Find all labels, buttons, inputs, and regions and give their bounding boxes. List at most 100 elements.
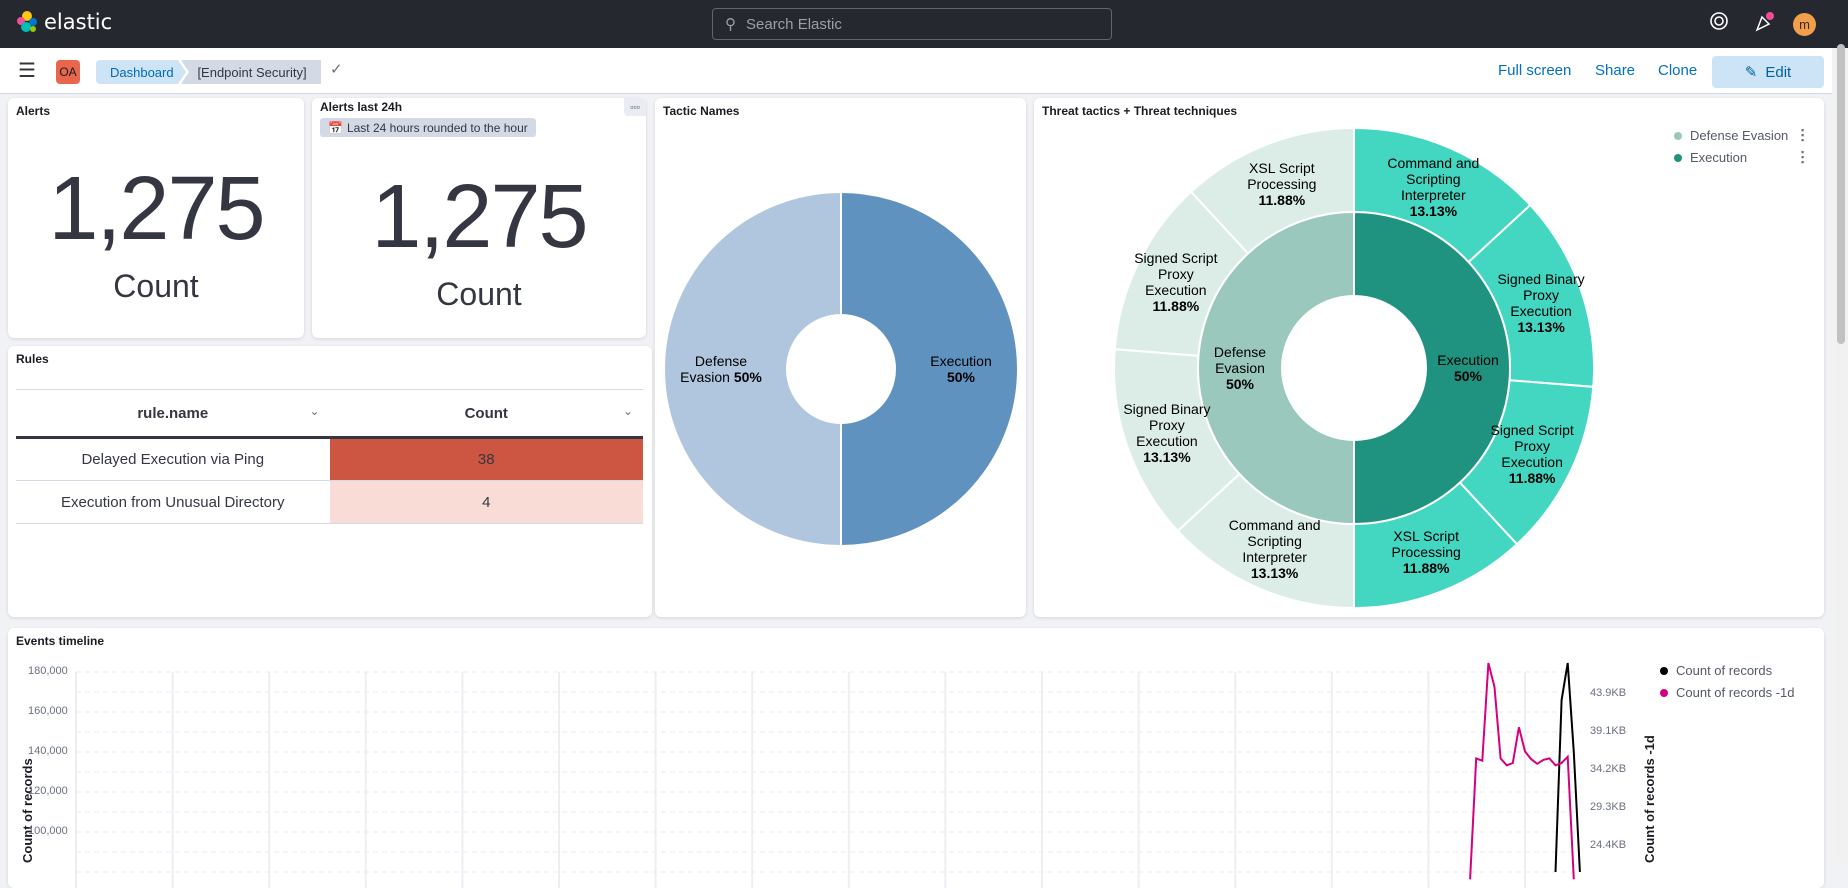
slice-percent: 11.88% <box>1508 470 1556 487</box>
news-cheer-icon[interactable] <box>1754 11 1776 38</box>
chevron-down-icon[interactable]: ⌄ <box>309 404 320 418</box>
legend-label: Defense Evasion <box>1690 128 1789 143</box>
edit-label: Edit <box>1765 63 1792 81</box>
slice-label-text: XSL Script Processing <box>1391 528 1461 561</box>
panel-options-icon[interactable]: ▫▫▫ <box>624 98 646 116</box>
slice-label: Command and Scripting Interpreter 13.13% <box>1387 155 1479 219</box>
legend-item-count-1d[interactable]: Count of records -1d <box>1660 685 1795 700</box>
rules-panel: Rules rule.name ⌄ Count ⌄ Delayed Executio… <box>8 346 652 617</box>
legend-options-icon[interactable]: ▪ ▪ ▪ <box>1801 125 1805 145</box>
legend-item-defense-evasion[interactable]: Defense Evasion <box>1674 128 1788 143</box>
slice-label: XSL Script Processing 11.88% <box>1236 160 1328 208</box>
slice-percent: 13.13% <box>1250 565 1299 582</box>
slice-label-text: Execution <box>930 353 992 369</box>
series-line-count-of-records-1d[interactable] <box>1469 662 1575 880</box>
table-row: Delayed Execution via Ping 38 <box>16 437 643 481</box>
table-row: Execution from Unusual Directory 4 <box>16 480 643 524</box>
events-timeline-panel: Events timeline Count of records Count o… <box>8 628 1824 888</box>
slice-percent: 13.13% <box>1517 319 1565 336</box>
slice-label: Signed Script Proxy Execution 11.88% <box>1130 250 1222 314</box>
slice-execution[interactable] <box>1353 210 1511 526</box>
legend-dot <box>1660 666 1668 675</box>
slice-percent: 50% <box>946 369 976 385</box>
metric-value: 1,275 <box>371 167 588 267</box>
user-avatar[interactable]: m <box>1793 13 1816 36</box>
panel-title: Alerts <box>16 104 51 118</box>
left-axis-tick: 120,000 <box>28 785 68 797</box>
saved-check-icon: ✓ <box>330 61 343 78</box>
pencil-icon: ✎ <box>1744 64 1758 81</box>
tactic-names-panel: Tactic Names Execution 50% Defense Evasio… <box>655 98 1026 617</box>
rule-name-cell: Delayed Execution via Ping <box>16 437 330 481</box>
chevron-down-icon[interactable]: ⌄ <box>622 404 633 418</box>
slice-label: Defense Evasion 50% <box>676 353 766 385</box>
time-range-badge: 📅 Last 24 hours rounded to the hour <box>320 118 536 137</box>
breadcrumb-dashboard[interactable]: Dashboard <box>96 60 186 84</box>
left-axis-tick: 140,000 <box>28 745 68 757</box>
series-line-count-of-records[interactable] <box>1554 662 1581 873</box>
panel-title: Rules <box>16 352 49 366</box>
breadcrumb-current: [Endpoint Security] <box>181 60 321 84</box>
left-axis-tick: 160,000 <box>28 705 68 717</box>
legend-dot <box>1660 688 1668 697</box>
slice-label-text: Defense Evasion <box>1213 344 1267 376</box>
slice-label-text: Command and Scripting Interpreter <box>1228 517 1321 566</box>
search-input[interactable]: ⚲ Search Elastic <box>712 8 1112 40</box>
rule-name-cell: Execution from Unusual Directory <box>16 480 330 524</box>
slice-label: Signed Binary Proxy Execution 13.13% <box>1121 401 1213 465</box>
search-placeholder: Search Elastic <box>746 15 842 33</box>
right-axis-tick: 43.9KB <box>1590 687 1627 699</box>
search-icon: ⚲ <box>725 16 736 33</box>
column-header-rule-name[interactable]: rule.name ⌄ <box>16 389 330 439</box>
elastic-logo[interactable]: elastic <box>16 10 112 34</box>
brand-name: elastic <box>44 10 113 34</box>
right-axis-tick: 24.4KB <box>1590 839 1627 851</box>
threat-tactics-panel: Threat tactics + Threat techniques Defen… <box>1034 98 1824 617</box>
elastic-logo-icon <box>17 11 37 32</box>
legend-item-execution[interactable]: Execution <box>1674 150 1747 165</box>
help-lifebuoy-icon[interactable] <box>1709 11 1729 36</box>
slice-label-text: Signed Script Proxy Execution <box>1134 249 1218 298</box>
slice-label-text: Signed Binary Proxy Execution <box>1497 271 1585 320</box>
clone-button[interactable]: Clone <box>1658 62 1698 79</box>
alerts-panel: Alerts 1,275 Count <box>8 98 304 338</box>
slice-percent: 50% <box>1453 368 1483 384</box>
slice-defense-evasion[interactable] <box>663 190 842 548</box>
slice-label-text: Signed Binary Proxy Execution <box>1123 400 1211 449</box>
legend-dot <box>1674 153 1682 162</box>
slice-percent: 11.88% <box>1152 297 1200 314</box>
slice-label: Signed Script Proxy Execution 11.88% <box>1486 422 1578 486</box>
slice-label: Defense Evasion 50% <box>1200 344 1280 392</box>
legend-options-icon[interactable]: ▪ ▪ ▪ <box>1801 147 1805 167</box>
column-header-count[interactable]: Count ⌄ <box>329 389 643 439</box>
hamburger-menu-icon[interactable]: ☰ <box>18 60 36 82</box>
count-cell: 4 <box>329 480 643 524</box>
slice-execution[interactable] <box>840 190 1019 548</box>
scrollbar-thumb[interactable] <box>1837 44 1845 344</box>
calendar-icon: 📅 <box>328 120 343 135</box>
slice-label-text: XSL Script Processing <box>1247 159 1317 192</box>
right-axis-tick: 34.2KB <box>1590 763 1627 775</box>
threat-sunburst-chart <box>1113 126 1595 610</box>
rules-table: rule.name ⌄ Count ⌄ Delayed Execution via … <box>16 389 643 524</box>
column-label: Count <box>464 404 508 422</box>
slice-label-text: Execution <box>1437 352 1499 368</box>
share-button[interactable]: Share <box>1595 62 1636 79</box>
edit-button[interactable]: ✎ Edit <box>1712 56 1824 88</box>
space-avatar[interactable]: OA <box>56 60 80 84</box>
time-range-text: Last 24 hours rounded to the hour <box>346 120 528 135</box>
events-line-chart <box>75 662 1581 888</box>
legend-label: Count of records <box>1676 663 1773 678</box>
full-screen-button[interactable]: Full screen <box>1498 62 1572 79</box>
slice-label: Signed Binary Proxy Execution 13.13% <box>1495 271 1587 335</box>
legend-item-count[interactable]: Count of records <box>1660 663 1772 678</box>
left-axis-tick: 180,000 <box>28 665 68 677</box>
left-axis-tick: 100,000 <box>28 825 68 837</box>
metric-label: Count <box>436 276 522 312</box>
metric-value: 1,275 <box>48 159 265 259</box>
slice-defense-evasion[interactable] <box>1197 210 1355 526</box>
panel-title: Tactic Names <box>663 104 740 118</box>
tactic-donut-chart <box>663 190 1019 548</box>
panel-title: Events timeline <box>16 634 105 648</box>
legend-label: Count of records -1d <box>1676 685 1795 700</box>
